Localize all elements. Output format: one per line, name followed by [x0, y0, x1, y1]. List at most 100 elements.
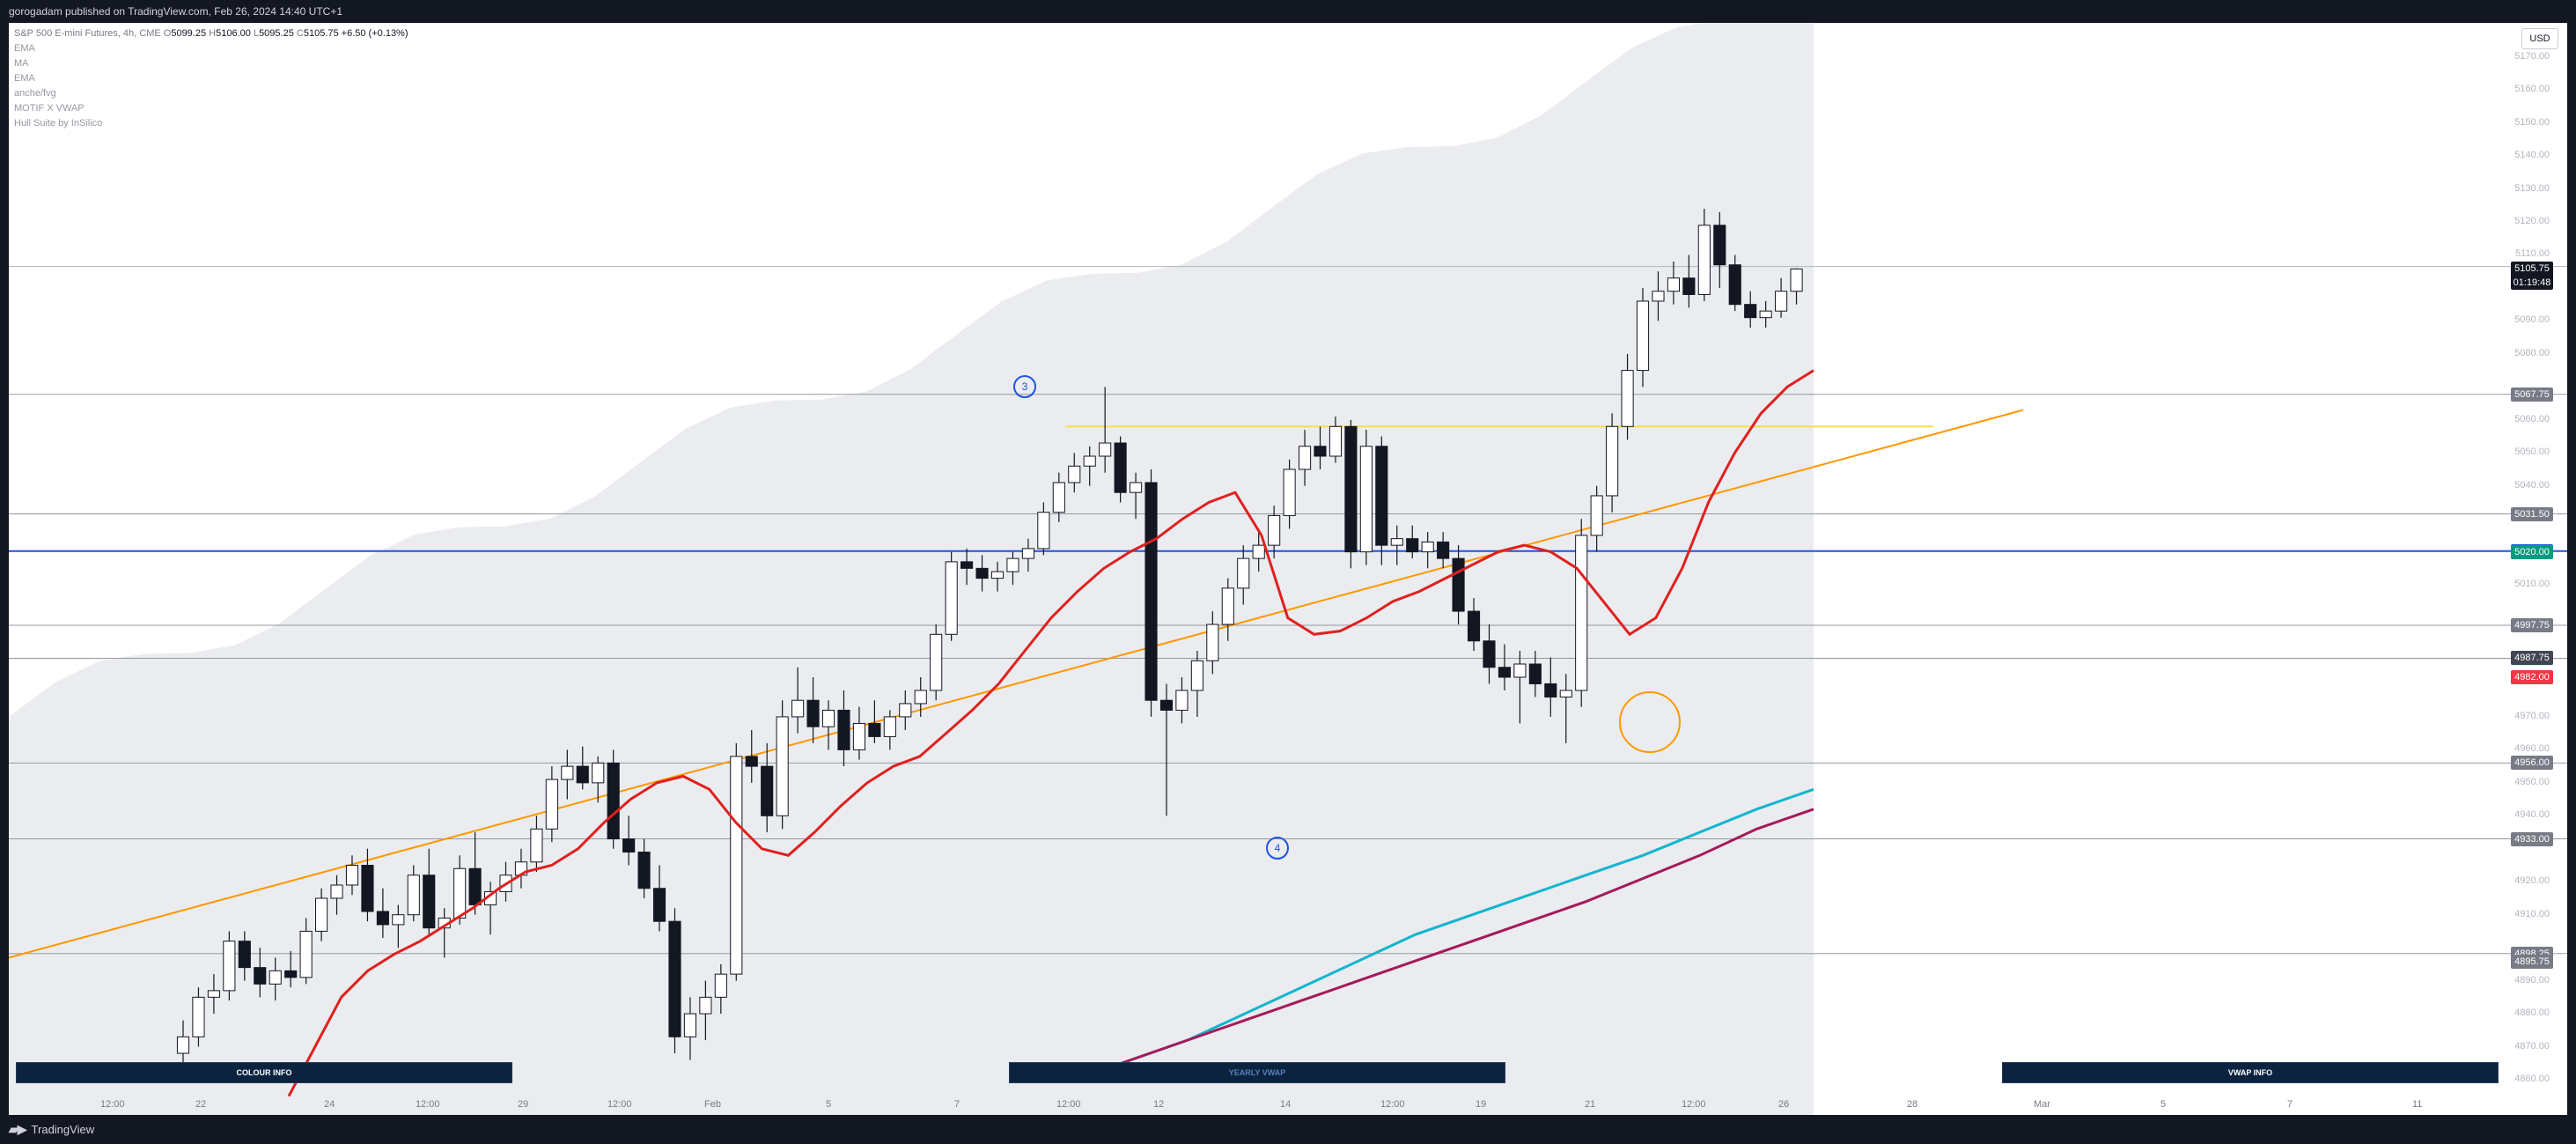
candle-body: [1759, 310, 1772, 319]
candle-body: [1636, 300, 1650, 372]
candle-body: [1052, 482, 1065, 513]
price-chart[interactable]: [9, 23, 2567, 1115]
candle-body: [592, 762, 605, 784]
tradingview-logo[interactable]: ▰▶ TradingView: [9, 1122, 94, 1137]
indicator-ma[interactable]: MA: [14, 58, 29, 69]
price-tick: 5110.00: [2515, 248, 2550, 260]
candle-body: [1744, 304, 1757, 319]
wave-3-marker: 3: [1013, 375, 1036, 398]
candle-body: [1314, 446, 1327, 457]
candle-body: [392, 914, 405, 926]
candle-body: [1713, 225, 1726, 266]
colour-info-panel[interactable]: COLOUR INFO: [16, 1062, 512, 1083]
candle-body: [1498, 667, 1512, 678]
candle-body: [1606, 425, 1619, 497]
candle-body: [1483, 640, 1496, 668]
candle-body: [975, 567, 989, 579]
ema-maroon-line: [1073, 808, 1814, 1081]
candle-body: [1559, 690, 1572, 697]
candle-body: [1068, 465, 1081, 483]
price-tick: 4940.00: [2514, 809, 2550, 821]
price-label-red: 4982.00: [2511, 669, 2553, 684]
candle-body: [376, 911, 389, 926]
candle-body: [530, 828, 543, 863]
candle-body: [1437, 541, 1450, 559]
indicator-ema-1[interactable]: EMA: [14, 43, 35, 54]
candle-body: [1344, 425, 1358, 553]
candle-body: [1775, 291, 1788, 312]
candle-body: [453, 867, 467, 919]
candle-body: [207, 990, 220, 998]
future-area: [1814, 23, 2567, 1115]
indicator-vwap[interactable]: MOTIF X VWAP: [14, 103, 85, 114]
candle-body: [1298, 446, 1312, 470]
price-label-current: 5105.75 01:19:48: [2511, 262, 2553, 291]
candle-body: [1359, 446, 1373, 553]
currency-button[interactable]: USD: [2521, 28, 2558, 49]
candle-body: [223, 941, 236, 992]
chart-frame[interactable]: S&P 500 E-mini Futures, 4h, CME O5099.25…: [9, 23, 2567, 1115]
candle-body: [1375, 446, 1388, 546]
time-tick: 12:00: [100, 1099, 125, 1110]
candle-body: [622, 838, 636, 853]
indicator-fvg[interactable]: anche/fvg: [14, 88, 56, 99]
price-tick: 5120.00: [2514, 216, 2550, 227]
indicator-hull[interactable]: Hull Suite by InSilico: [14, 118, 103, 129]
price-tick: 4880.00: [2514, 1007, 2550, 1019]
wave-4-marker: 4: [1266, 837, 1289, 860]
indicator-ema-2[interactable]: EMA: [14, 73, 35, 84]
publisher-line: gorogadam published on TradingView.com, …: [9, 5, 343, 18]
candle-body: [914, 690, 927, 705]
price-tick: 4960.00: [2514, 743, 2550, 755]
candle-body: [761, 765, 774, 816]
price-label-graydark: 4987.75: [2511, 651, 2553, 666]
candle-body: [1099, 442, 1112, 457]
bands-cloud: [9, 23, 1814, 1115]
time-tick: 26: [1778, 1099, 1790, 1110]
time-tick: 12: [1153, 1099, 1165, 1110]
price-tick: 4870.00: [2514, 1040, 2550, 1052]
time-tick: 21: [1585, 1099, 1596, 1110]
price-tick: 5060.00: [2514, 413, 2550, 424]
candle-body: [315, 897, 328, 932]
time-tick: Feb: [704, 1099, 721, 1110]
change-value: +6.50 (+0.13%): [341, 28, 408, 39]
candle-body: [868, 722, 881, 737]
candle-body: [730, 756, 743, 975]
candle-body: [1390, 538, 1403, 546]
candle-body: [1575, 535, 1588, 691]
vwap-info-panel[interactable]: VWAP INFO: [2002, 1062, 2499, 1083]
candle-body: [1206, 624, 1219, 661]
price-tick: 5160.00: [2514, 84, 2550, 95]
symbol-label[interactable]: S&P 500 E-mini Futures, 4h, CME: [14, 28, 161, 39]
candle-body: [1130, 482, 1143, 493]
time-tick: 11: [2412, 1099, 2423, 1110]
candle-body: [1159, 699, 1174, 711]
candle-body: [745, 756, 758, 767]
candle-body: [576, 765, 589, 784]
candle-body: [806, 699, 820, 727]
time-tick: 28: [1907, 1099, 1918, 1110]
price-tick: 4890.00: [2514, 974, 2550, 985]
candle-body: [1652, 291, 1665, 302]
yearly-vwap-panel[interactable]: YEARLY VWAP: [1009, 1062, 1505, 1083]
candle-body: [345, 865, 359, 886]
price-tick: 5170.00: [2514, 50, 2550, 62]
candle-body: [1790, 268, 1803, 292]
candle-body: [699, 996, 712, 1015]
candle-body: [254, 967, 267, 985]
candle-body: [1513, 663, 1527, 678]
candle-body: [468, 867, 482, 905]
candle-body: [361, 865, 374, 912]
price-label-gray: 4997.75: [2511, 617, 2553, 632]
price-tick: 5130.00: [2514, 182, 2550, 194]
time-tick: 7: [2287, 1099, 2293, 1110]
candle-body: [714, 973, 727, 998]
time-tick: 19: [1476, 1099, 1487, 1110]
candle-body: [1528, 663, 1542, 684]
candle-body: [1006, 557, 1019, 572]
candle-body: [1621, 370, 1634, 427]
candle-body: [1682, 277, 1696, 295]
ema-red-line: [287, 369, 1814, 1097]
highlight-circle: [1619, 691, 1681, 753]
